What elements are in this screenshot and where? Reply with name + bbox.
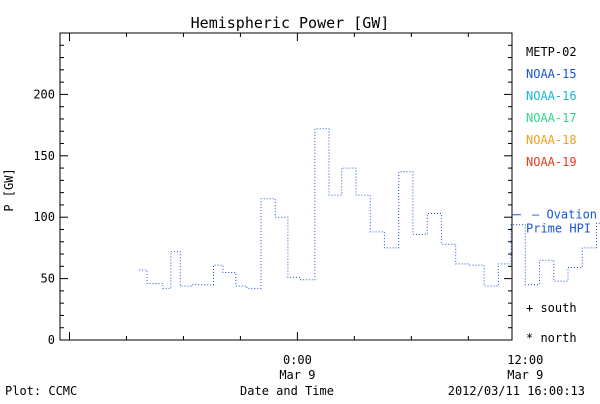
footer-timestamp: 2012/03/11 16:00:13 [448,384,585,398]
y-axis-label: P [GW] [2,168,16,211]
legend-entry-metp-02: METP-02 [526,45,577,59]
symbol-legend-entry: + south [526,301,577,315]
legend-entry-noaa-18: NOAA-18 [526,133,577,147]
x-axis-label: Date and Time [240,384,334,398]
y-tick-label: 100 [33,210,55,224]
footer-left-text: Plot: CCMC [5,384,77,398]
symbol-legend-entry: * north [526,331,577,345]
plot-area [59,32,513,341]
y-tick-label: 0 [48,333,55,347]
x-tick-label-time: 12:00 [507,353,543,367]
symbol-legend: + south * north [526,301,577,345]
ovation-label-line1: – Ovation [532,208,597,222]
y-axis: 0 50 100 150 200 [33,44,512,347]
legend-entry-noaa-16: NOAA-16 [526,89,577,103]
x-tick-label-time: 0:00 [283,353,312,367]
x-tick-label-date: Mar 9 [279,368,315,382]
plot-frame [59,32,513,341]
x-tick-label-date: Mar 9 [507,368,543,382]
ovation-label-line2: Prime HPI [526,222,591,236]
legend-entry-noaa-19: NOAA-19 [526,155,577,169]
y-tick-label: 200 [33,87,55,101]
chart-title: Hemispheric Power [GW] [191,14,390,32]
y-tick-label: 50 [41,272,55,286]
y-tick-label: 150 [33,149,55,163]
legend-entry-noaa-15: NOAA-15 [526,67,577,81]
legend-entry-noaa-17: NOAA-17 [526,111,577,125]
legend: METP-02 NOAA-15 NOAA-16 NOAA-17 NOAA-18 NOAA-… [526,45,577,169]
